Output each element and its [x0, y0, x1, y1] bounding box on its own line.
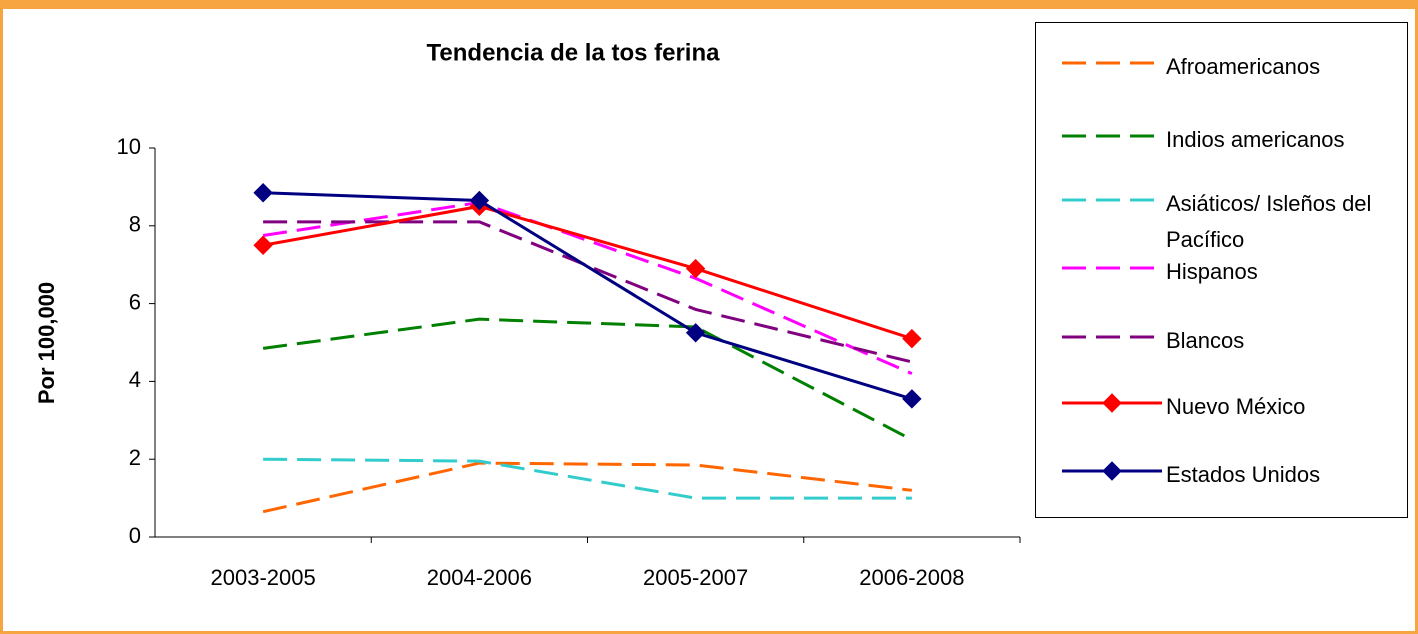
legend-item: Nuevo México [1036, 383, 1408, 423]
x-tick-label: 2006-2008 [859, 565, 964, 590]
legend-item: Blancos [1036, 317, 1408, 357]
y-tick-label: 8 [129, 212, 141, 237]
marker [685, 323, 706, 343]
chart-title: Tendencia de la tos ferina [427, 39, 721, 66]
chart: Tendencia de la tos ferina Por 100,000 0… [34, 39, 1021, 590]
marker [253, 183, 273, 203]
legend-label: Nuevo México [1166, 394, 1306, 419]
series-line [263, 220, 913, 364]
marker [685, 258, 706, 279]
series-line [262, 317, 913, 442]
legend-label: Hispanos [1166, 259, 1258, 284]
y-tick-label: 0 [129, 523, 141, 548]
series-line [262, 200, 913, 375]
y-tick-label: 2 [129, 445, 141, 470]
legend-label: Indios americanos [1166, 127, 1345, 152]
legend-label: Estados Unidos [1166, 462, 1321, 487]
y-tick-label: 10 [117, 134, 141, 159]
marker [1102, 393, 1122, 413]
legend-swatch [1062, 198, 1162, 202]
legend-swatch [1062, 61, 1162, 65]
marker [1102, 461, 1122, 481]
series-line [262, 204, 913, 341]
series-line [263, 191, 913, 401]
legend-label: Asiáticos/ Isleños del Pacífico [1166, 191, 1372, 252]
legend-item: Estados Unidos [1036, 451, 1408, 491]
marker [469, 190, 490, 211]
x-tick-label: 2004-2006 [427, 565, 532, 590]
legend-label: Afroamericanos [1166, 54, 1321, 79]
legend-item: Indios americanos [1036, 116, 1408, 156]
x-tick-label: 2003-2005 [211, 565, 316, 590]
legend-label: Blancos [1166, 328, 1245, 353]
legend-item: Asiáticos/ Isleños del Pacífico [1036, 180, 1408, 252]
legend-swatch [1062, 266, 1162, 270]
series-line [263, 457, 912, 500]
legend-swatch [1062, 393, 1162, 413]
marker [902, 389, 922, 409]
series-line [262, 461, 913, 514]
y-tick-label: 6 [129, 289, 141, 314]
y-axis-label: Por 100,000 [34, 282, 59, 404]
legend-item: Hispanos [1036, 248, 1408, 288]
legend-item: Afroamericanos [1036, 43, 1408, 83]
legend-swatch [1062, 134, 1162, 138]
x-tick-label: 2005-2007 [643, 565, 748, 590]
legend: Afroamericanos Indios americanos Asiáticos… [1035, 22, 1408, 518]
y-tick-label: 4 [129, 367, 141, 392]
legend-swatch [1062, 335, 1162, 339]
legend-swatch [1062, 461, 1162, 481]
marker [253, 235, 273, 255]
marker [902, 328, 922, 349]
